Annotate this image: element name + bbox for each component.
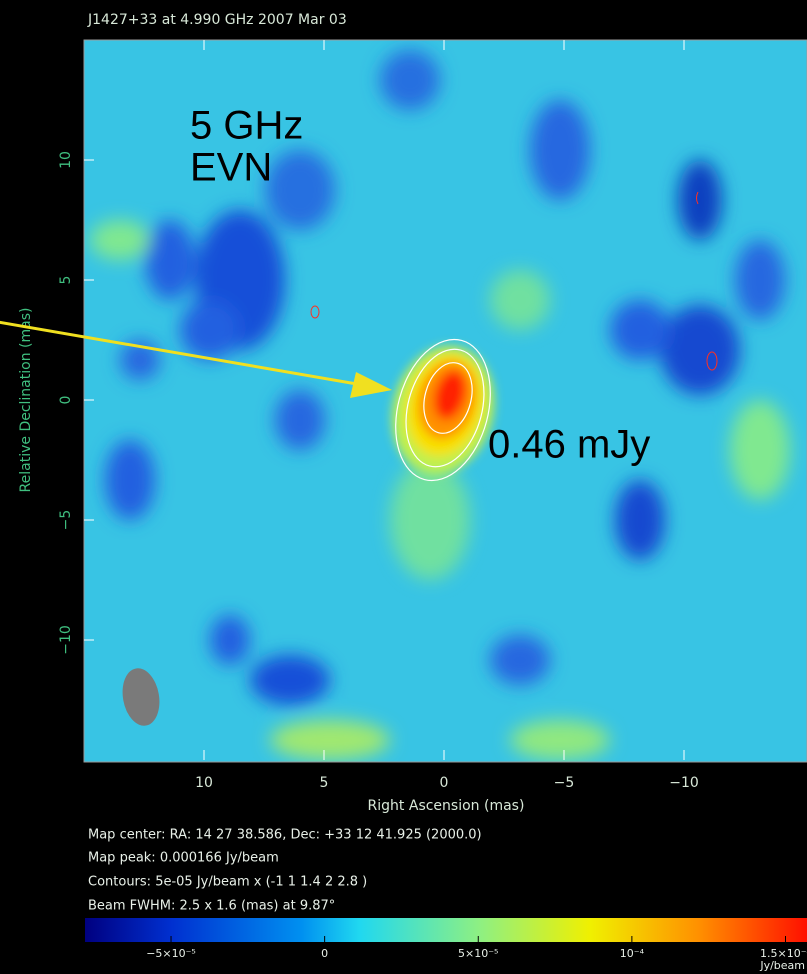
x-axis-label: Right Ascension (mas): [368, 798, 525, 814]
note: Beam FWHM: 2.5 x 1.6 (mas) at 9.87°: [88, 899, 335, 914]
page: J1427+33 at 4.990 GHz 2007 Mar 03: [0, 0, 807, 974]
x-tick-label: −5: [554, 775, 575, 791]
annotation: um:: [0, 174, 59, 218]
colorbar-tick-label: −5×10⁻⁵: [146, 947, 196, 960]
y-tick-label: 5: [58, 276, 74, 285]
annotation: 5 GHz: [190, 104, 303, 148]
note: Contours: 5e-05 Jy/beam x (-1 1 1.4 2 2.…: [88, 875, 367, 890]
y-tick-label: 0: [58, 396, 74, 405]
annotation: EVN: [190, 146, 272, 190]
colorbar-label: Jy/beam: [759, 959, 805, 972]
y-tick-label: 10: [58, 151, 74, 169]
notes: Map center: RA: 14 27 38.586, Dec: +33 1…: [88, 828, 482, 914]
annotation: 0.46 mJy: [488, 423, 650, 467]
x-tick-label: 5: [320, 775, 329, 791]
x-tick-label: −10: [669, 775, 699, 791]
colorbar-tick-label: 5×10⁻⁵: [458, 947, 498, 960]
y-tick-label: −5: [58, 510, 74, 531]
note: Map center: RA: 14 27 38.586, Dec: +33 1…: [88, 828, 482, 843]
colorbar-tick-label: 1.5×10⁻⁴: [760, 947, 807, 960]
x-tick-label: 0: [440, 775, 449, 791]
colorbar: [85, 918, 807, 942]
y-axis-label: Relative Declination (mas): [18, 308, 34, 493]
colorbar-tick-label: 0: [321, 947, 328, 960]
colorbar-tick-label: 10⁻⁴: [620, 947, 645, 960]
note: Map peak: 0.000166 Jy/beam: [88, 851, 279, 866]
y-tick-label: −10: [58, 625, 74, 655]
map-title: J1427+33 at 4.990 GHz 2007 Mar 03: [87, 12, 347, 28]
x-tick-label: 10: [195, 775, 213, 791]
